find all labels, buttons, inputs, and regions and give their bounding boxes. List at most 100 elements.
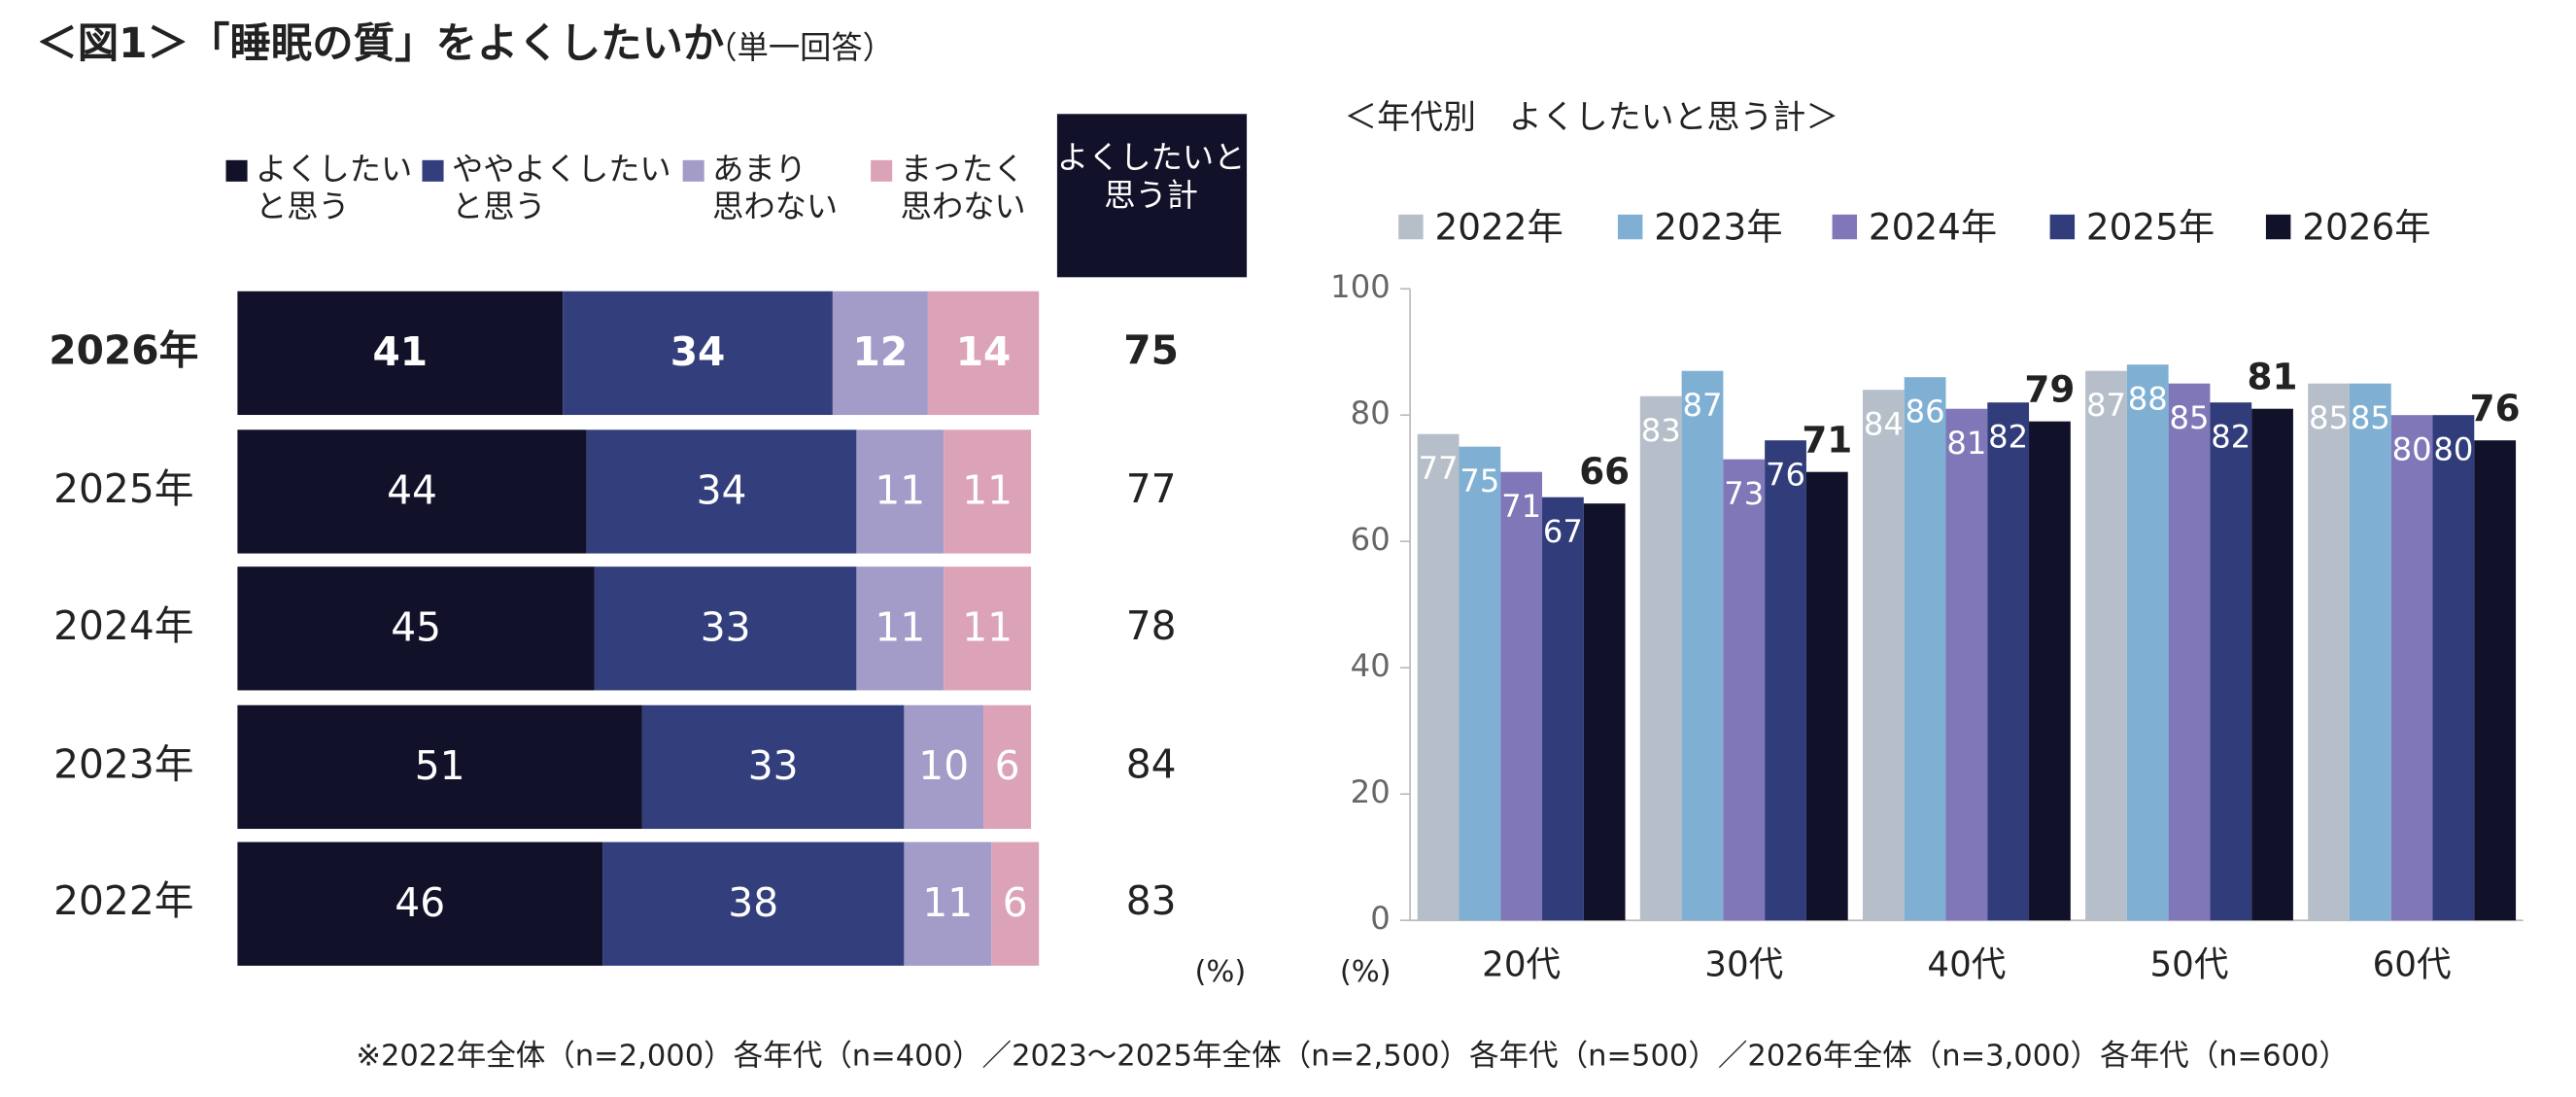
page-subtitle: （単一回答） — [705, 29, 893, 66]
bar — [2085, 370, 2127, 921]
category-label: 2023年 — [53, 740, 193, 787]
legend-label: 2026年 — [2302, 206, 2430, 249]
value-label: 80 — [2433, 431, 2473, 468]
legend-label: 2023年 — [1654, 206, 1782, 249]
bar — [1904, 377, 1946, 921]
value-label: 6 — [995, 742, 1020, 789]
bar-segment — [237, 566, 595, 691]
x-tick-label: 50代 — [2150, 945, 2229, 985]
value-label: 76 — [1766, 457, 1805, 494]
value-label: 38 — [728, 879, 778, 926]
value-label: 75 — [1460, 463, 1499, 499]
value-label: 14 — [956, 328, 1012, 375]
value-label: 10 — [918, 742, 969, 789]
unit: (%) — [1340, 955, 1391, 989]
value-label: 79 — [2024, 368, 2075, 411]
y-tick-label: 100 — [1330, 268, 1391, 305]
category-label: 2022年 — [53, 877, 193, 924]
legend-swatch — [1617, 214, 1643, 240]
legend-swatch — [1398, 214, 1424, 240]
y-tick-label: 20 — [1351, 773, 1391, 810]
unit: (%) — [1194, 955, 1246, 989]
bar-segment — [237, 429, 587, 554]
bar — [2126, 364, 2169, 921]
value-label: 71 — [1802, 419, 1852, 462]
total-header-box — [1056, 114, 1248, 278]
legend-label: よくしたいと思う — [256, 151, 412, 225]
value-label: 83 — [1641, 412, 1681, 449]
value-label: 11 — [962, 467, 1013, 514]
bar — [1987, 402, 2030, 921]
legend-swatch — [1832, 214, 1858, 240]
bar — [1417, 433, 1460, 921]
legend-label: 2024年 — [1869, 206, 1997, 249]
bar-segment — [237, 841, 603, 966]
value-label: 11 — [922, 879, 973, 926]
bar-segment — [237, 291, 564, 416]
x-tick-label: 30代 — [1704, 945, 1783, 985]
bar-segment — [856, 566, 945, 691]
x-tick-label: 60代 — [2373, 945, 2452, 985]
total-label: 77 — [1126, 465, 1177, 512]
total-label: 84 — [1126, 740, 1177, 787]
bar-segment — [991, 841, 1040, 966]
value-label: 11 — [875, 604, 925, 651]
bar — [2029, 421, 2071, 921]
value-label: 80 — [2392, 431, 2432, 468]
bar — [2349, 383, 2391, 921]
bar — [1805, 471, 1848, 921]
category-label: 2024年 — [53, 602, 193, 649]
value-label: 34 — [670, 328, 726, 375]
total-label: 75 — [1123, 326, 1179, 373]
bar — [2390, 415, 2433, 921]
bar — [1765, 440, 1806, 921]
bar — [2251, 408, 2293, 921]
value-label: 82 — [2211, 419, 2250, 456]
bar — [2168, 383, 2211, 921]
value-label: 33 — [701, 604, 751, 651]
value-label: 34 — [697, 467, 747, 514]
bar — [2308, 383, 2350, 921]
bar-segment — [563, 291, 833, 416]
value-label: 66 — [1579, 450, 1630, 493]
value-label: 41 — [372, 328, 428, 375]
bar — [1500, 471, 1543, 921]
value-label: 87 — [1682, 387, 1722, 424]
value-label: 85 — [2351, 399, 2390, 436]
y-tick-label: 60 — [1351, 521, 1391, 558]
bar-segment — [641, 704, 905, 830]
legend-label: まったく思わない — [901, 151, 1026, 225]
bar — [1723, 459, 1766, 921]
y-tick-label: 40 — [1351, 647, 1391, 684]
bar-segment — [856, 429, 945, 554]
value-label: 85 — [2169, 399, 2209, 436]
value-label: 82 — [1988, 419, 2028, 456]
legend-swatch — [682, 159, 704, 182]
category-label: 2026年 — [49, 326, 198, 373]
legend-label: ややよくしたいと思う — [452, 151, 671, 225]
total-label: 83 — [1126, 877, 1177, 924]
bar-segment — [237, 704, 642, 830]
bar-segment — [944, 566, 1032, 691]
value-label: 67 — [1543, 513, 1583, 550]
bar — [2474, 440, 2517, 921]
legend-label: 2025年 — [2086, 206, 2215, 249]
value-label: 76 — [2470, 387, 2521, 429]
legend-swatch — [871, 159, 893, 182]
legend-label: あまり思わない — [712, 151, 838, 225]
bar — [1542, 497, 1584, 921]
bar — [2210, 402, 2252, 921]
bar — [1945, 408, 1988, 921]
bar — [1681, 370, 1724, 921]
value-label: 85 — [2309, 399, 2349, 436]
bar — [1862, 390, 1905, 921]
value-label: 81 — [2248, 356, 2298, 398]
value-label: 81 — [1946, 425, 1986, 462]
x-tick-label: 40代 — [1927, 945, 2006, 985]
bar-segment — [594, 566, 857, 691]
chart-title: ＜年代別 よくしたいと思う計＞ — [1344, 98, 1838, 137]
bar — [1639, 395, 1682, 921]
value-label: 12 — [853, 328, 909, 375]
footnote: ※2022年全体（n=2,000）各年代（n=400）／2023～2025年全体… — [356, 1040, 2349, 1074]
value-label: 88 — [2128, 381, 2168, 418]
